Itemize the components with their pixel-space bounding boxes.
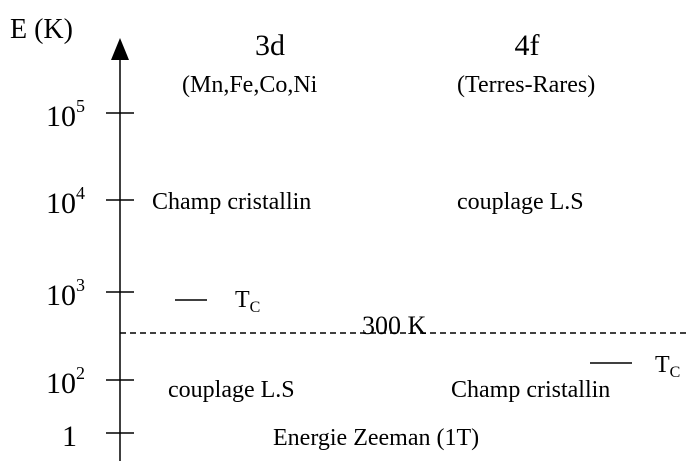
column-subtitle: (Terres-Rares): [457, 72, 595, 98]
upper-label: Champ cristallin: [152, 189, 311, 215]
lower-label: Champ cristallin: [451, 377, 610, 403]
tc-label: TC: [655, 352, 680, 381]
zeeman-label: Energie Zeeman (1T): [273, 425, 479, 451]
column-subtitle: (Mn,Fe,Co,Ni: [182, 72, 318, 98]
column-title: 4f: [515, 29, 540, 62]
tick-label: 1: [62, 420, 77, 453]
axis-arrow: [111, 38, 129, 60]
upper-label: couplage L.S: [457, 189, 584, 215]
tick-label: 105: [46, 96, 85, 133]
tick-label: 104: [46, 183, 85, 220]
tick-label: 102: [46, 363, 85, 400]
tc-label: TC: [235, 287, 260, 316]
column-title: 3d: [255, 29, 285, 62]
lower-label: couplage L.S: [168, 377, 295, 403]
threshold-label: 300 K: [362, 311, 427, 340]
tick-label: 103: [46, 275, 85, 312]
ticks: 105 104 103 102 1: [46, 96, 134, 453]
axis-label: E (K): [10, 14, 73, 45]
